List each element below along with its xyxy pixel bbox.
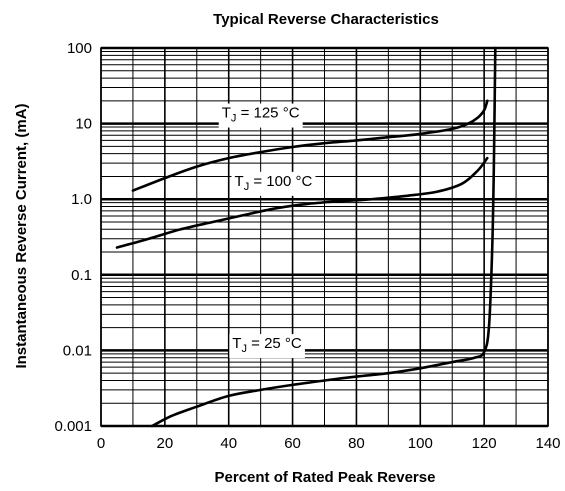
y-tick-label: 0.001 bbox=[54, 418, 92, 435]
x-tick-label: 140 bbox=[535, 435, 560, 452]
chart-title: Typical Reverse Characteristics bbox=[213, 11, 439, 28]
y-tick-label: 1.0 bbox=[71, 191, 92, 208]
y-tick-label: 0.01 bbox=[63, 342, 92, 359]
curve-labels: TJ = 125 °C TJ = 100 °C TJ = 25 °C bbox=[218, 103, 316, 359]
curves bbox=[115, 46, 497, 428]
x-tick-label: 120 bbox=[472, 435, 497, 452]
x-tick-label: 60 bbox=[284, 435, 301, 452]
curve-label-0: TJ = 125 °C bbox=[218, 103, 303, 128]
curve-label-text: TJ = 100 °C bbox=[235, 173, 313, 193]
series-line-0 bbox=[131, 99, 489, 192]
y-tick-label: 0.1 bbox=[71, 267, 92, 284]
x-tick-label: 100 bbox=[408, 435, 433, 452]
y-tick-label: 100 bbox=[67, 40, 92, 57]
x-tick-label: 0 bbox=[97, 435, 105, 452]
series-line-1 bbox=[115, 156, 489, 249]
curve-label-bg bbox=[231, 171, 316, 196]
tick-labels: 0 20 40 60 80 100 120 140 100 10 1.0 0.1 0.01 0.001 bbox=[54, 40, 560, 452]
grid bbox=[100, 46, 549, 428]
x-tick-label: 20 bbox=[157, 435, 174, 452]
x-axis-label: Percent of Rated Peak Reverse bbox=[215, 469, 436, 486]
plot-frame bbox=[100, 47, 549, 427]
y-tick-label: 10 bbox=[75, 116, 92, 133]
curve-label-text: TJ = 125 °C bbox=[222, 105, 300, 125]
curve-label-1: TJ = 100 °C bbox=[231, 171, 316, 196]
curve-label-2: TJ = 25 °C bbox=[229, 334, 305, 359]
x-tick-label: 80 bbox=[348, 435, 365, 452]
curve-label-text: TJ = 25 °C bbox=[232, 335, 302, 355]
x-tick-label: 40 bbox=[220, 435, 237, 452]
y-axis-label: Instantaneous Reverse Current, (mA) bbox=[13, 103, 30, 368]
curve-label-bg bbox=[218, 103, 303, 128]
curve-label-bg bbox=[229, 334, 305, 359]
series-line-2 bbox=[150, 46, 497, 428]
